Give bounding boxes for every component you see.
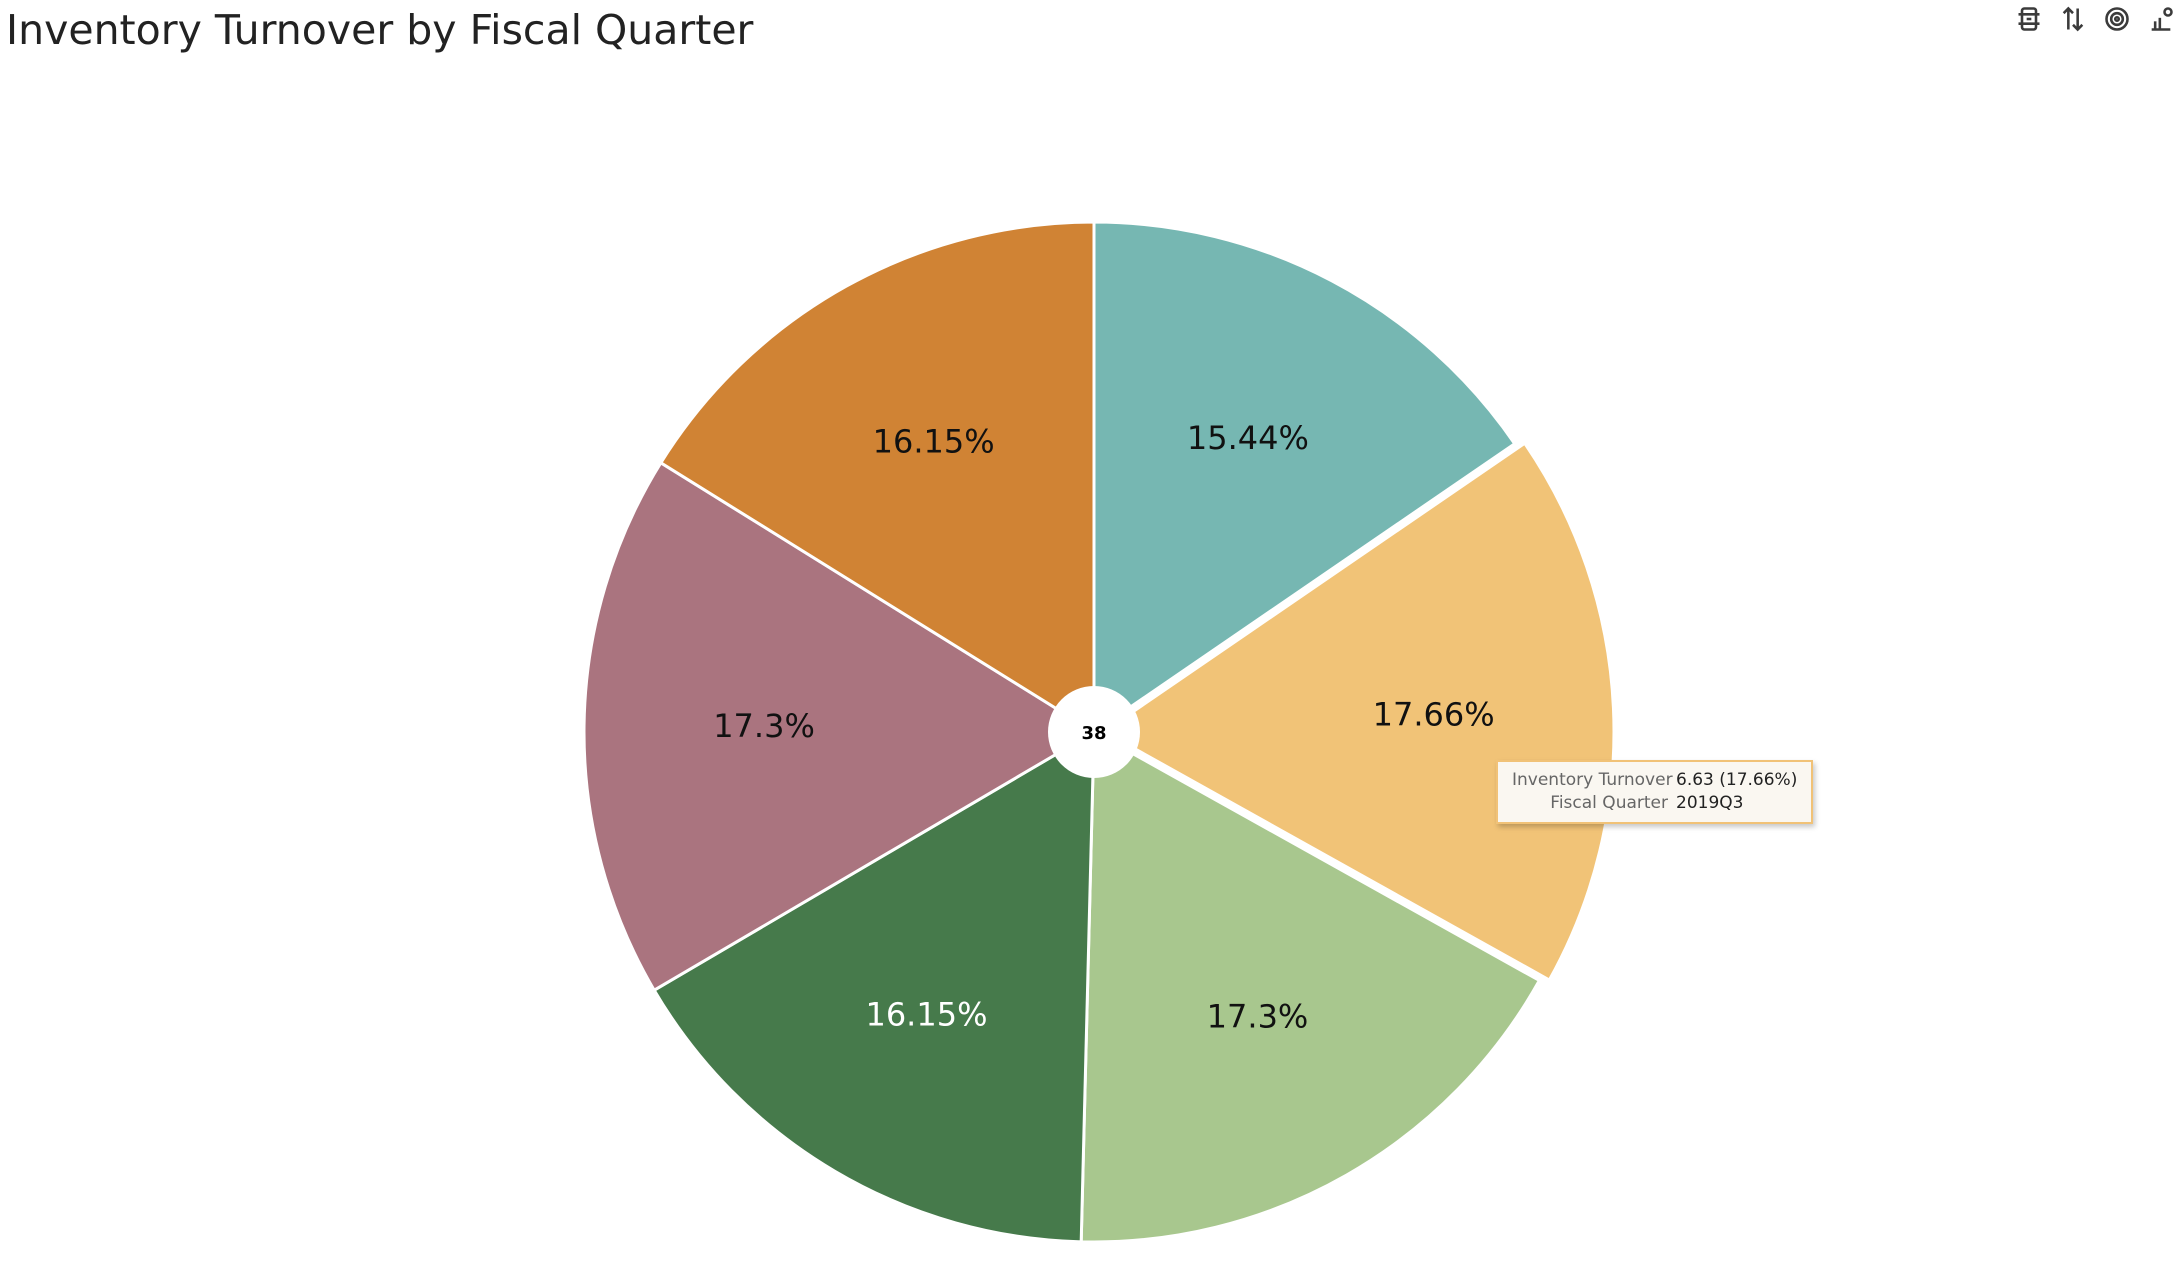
tooltip-key: Inventory Turnover (1512, 770, 1673, 790)
sort-button[interactable] (2058, 6, 2088, 36)
pie-slice[interactable] (1101, 441, 1616, 983)
center-label: 38 (1081, 723, 1106, 744)
tooltip-value: 2019Q3 (1676, 793, 1744, 813)
tooltip-value: 6.63 (17.66%) (1676, 770, 1798, 790)
data-tooltip: Inventory Turnover 6.63 (17.66%) Fiscal … (1496, 760, 1814, 824)
slice-label: 16.15% (873, 423, 995, 461)
slice-label: 17.66% (1373, 695, 1495, 733)
chart-settings-button[interactable] (2146, 6, 2176, 36)
tooltip-row: Fiscal Quarter 2019Q3 (1512, 792, 1797, 815)
filter-button[interactable] (2014, 6, 2044, 36)
pie-slice[interactable] (652, 729, 1096, 1244)
chart-toolbar (2014, 6, 2176, 36)
target-button[interactable] (2102, 6, 2132, 36)
pie-slice[interactable] (1092, 220, 1517, 735)
slice-label: 17.3% (713, 707, 815, 745)
pie-slice[interactable] (582, 460, 1097, 993)
pie-slice[interactable] (658, 220, 1096, 735)
target-icon (2103, 5, 2131, 37)
sort-icon (2059, 5, 2087, 37)
chart-settings-icon (2147, 5, 2175, 37)
pie-slice[interactable] (1079, 729, 1542, 1244)
slice-label: 17.3% (1207, 998, 1309, 1036)
slice-label: 15.44% (1187, 419, 1309, 457)
center-hole (1048, 686, 1140, 778)
tooltip-key: Fiscal Quarter (1550, 793, 1668, 813)
chart-title: Inventory Turnover by Fiscal Quarter (6, 6, 754, 54)
filter-icon (2015, 5, 2043, 37)
tooltip-row: Inventory Turnover 6.63 (17.66%) (1512, 769, 1797, 792)
slice-label: 16.15% (865, 995, 987, 1033)
